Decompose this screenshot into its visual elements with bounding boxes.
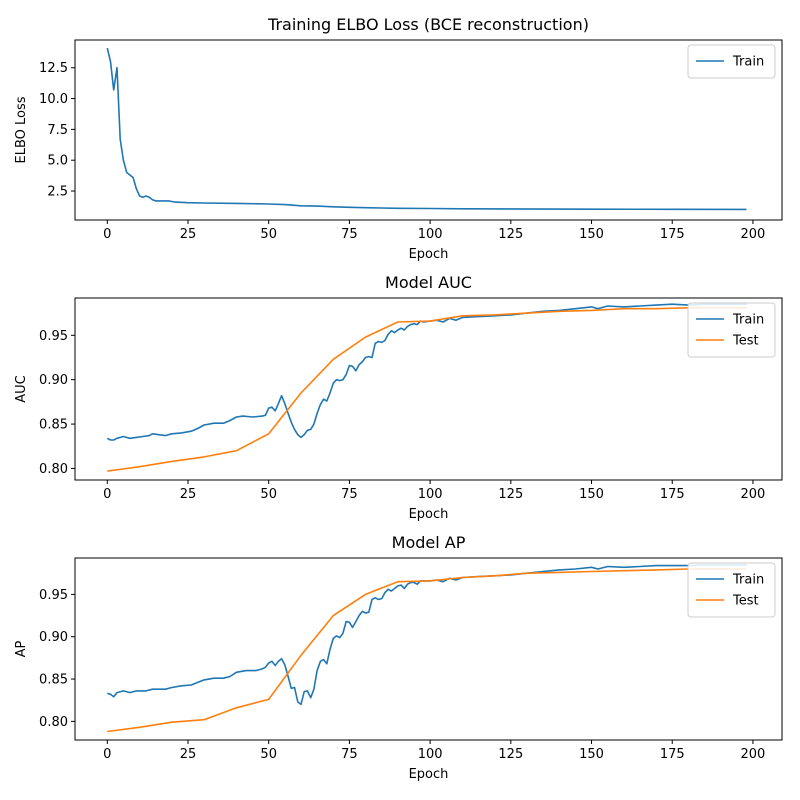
legend-label-train: Train xyxy=(732,573,764,588)
x-tick-label: 200 xyxy=(741,227,766,242)
x-axis-label: Epoch xyxy=(409,767,449,782)
plot-area xyxy=(107,564,747,733)
axes-frame xyxy=(74,297,783,481)
x-tick-label: 75 xyxy=(341,227,358,242)
x-tick-label: 0 xyxy=(103,227,111,242)
chart-3: Model AP 0 25 50 75 100 125 150 175 200 0.80 0.85 0.… xyxy=(14,533,783,782)
x-tick-label: 100 xyxy=(418,747,443,762)
y-tick-label: 5.0 xyxy=(47,154,68,169)
plot-area xyxy=(106,47,747,211)
x-tick-label: 125 xyxy=(498,487,523,502)
x-tick-label: 75 xyxy=(341,747,358,762)
x-tick-label: 0 xyxy=(103,487,111,502)
chart-title: Training ELBO Loss (BCE reconstruction) xyxy=(267,15,589,34)
chart-2: Model AUC 0 25 50 75 100 125 150 175 200 0.80 0.85 0… xyxy=(14,273,783,522)
y-tick-label: 0.90 xyxy=(39,630,68,645)
y-axis-label: AUC xyxy=(14,375,29,403)
x-tick-label: 175 xyxy=(660,487,685,502)
y-tick-label: 7.5 xyxy=(47,123,68,138)
x-tick-label: 100 xyxy=(418,227,443,242)
series-line-train xyxy=(107,564,747,706)
chart-title: Model AUC xyxy=(385,273,472,292)
x-tick-label: 125 xyxy=(498,227,523,242)
x-tick-label: 200 xyxy=(741,747,766,762)
y-tick-label: 0.90 xyxy=(39,373,68,388)
x-tick-label: 150 xyxy=(579,487,604,502)
x-axis-label: Epoch xyxy=(409,507,449,522)
x-tick-label: 25 xyxy=(180,747,197,762)
series-line-train xyxy=(106,303,747,441)
y-tick-label: 0.85 xyxy=(39,418,68,433)
legend-label-train: Train xyxy=(732,55,764,70)
y-tick-label: 10.0 xyxy=(39,92,68,107)
x-tick-label: 150 xyxy=(579,747,604,762)
y-tick-label: 0.95 xyxy=(39,329,68,344)
x-tick-label: 125 xyxy=(498,747,523,762)
legend-box xyxy=(687,562,776,618)
y-axis-label: AP xyxy=(14,640,29,657)
legend: Train xyxy=(687,44,776,79)
chart-title: Model AP xyxy=(392,533,466,552)
x-tick-label: 50 xyxy=(260,487,277,502)
y-tick-label: 0.85 xyxy=(39,673,68,688)
x-tick-label: 75 xyxy=(341,487,358,502)
y-tick-label: 2.5 xyxy=(47,185,68,200)
legend-label-test: Test xyxy=(732,334,759,349)
x-tick-label: 175 xyxy=(660,747,685,762)
legend-label-train: Train xyxy=(732,313,764,328)
y-tick-label: 12.5 xyxy=(39,61,68,76)
chart-1: Training ELBO Loss (BCE reconstruction) 0… xyxy=(14,15,783,262)
series-line-test xyxy=(107,307,747,472)
y-tick-label: 0.80 xyxy=(39,715,68,730)
plot-area xyxy=(106,303,747,472)
x-tick-label: 50 xyxy=(260,227,277,242)
series-line-train xyxy=(106,47,747,211)
x-axis-label: Epoch xyxy=(409,247,449,262)
y-axis-label: ELBO Loss xyxy=(14,96,29,163)
y-tick-label: 0.95 xyxy=(39,588,68,603)
series-line-test xyxy=(107,568,747,733)
x-tick-label: 175 xyxy=(660,227,685,242)
legend-label-test: Test xyxy=(732,594,759,609)
x-tick-label: 50 xyxy=(260,747,277,762)
legend-box xyxy=(687,44,776,79)
legend: Train Test xyxy=(687,302,776,358)
x-tick-label: 200 xyxy=(741,487,766,502)
axes-frame xyxy=(74,557,783,741)
x-tick-label: 0 xyxy=(103,747,111,762)
y-tick-label: 0.80 xyxy=(39,462,68,477)
x-tick-label: 25 xyxy=(180,227,197,242)
x-tick-label: 100 xyxy=(418,487,443,502)
x-tick-label: 150 xyxy=(579,227,604,242)
legend-box xyxy=(687,302,776,358)
legend: Train Test xyxy=(687,562,776,618)
axes-frame xyxy=(74,39,783,221)
x-tick-label: 25 xyxy=(180,487,197,502)
